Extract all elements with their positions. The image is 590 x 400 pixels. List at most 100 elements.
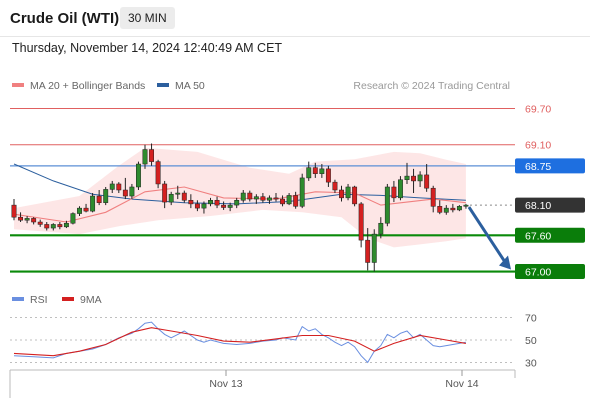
candle-body: [11, 204, 17, 218]
candle: [11, 199, 17, 221]
candle-body: [70, 213, 76, 224]
candle-body: [18, 216, 24, 221]
candle-body: [293, 195, 299, 207]
level-label-67.00: 67.00: [525, 267, 551, 279]
candle-body: [365, 239, 371, 263]
candle: [371, 229, 377, 272]
candle-body: [44, 224, 50, 229]
rsi-ma-line: [13, 327, 466, 357]
candle: [378, 217, 384, 239]
candle-body: [149, 149, 155, 162]
x-tick-label: Nov 14: [445, 378, 478, 390]
forecast-arrow-shaft: [467, 206, 508, 265]
candle: [208, 197, 213, 207]
candle: [116, 182, 122, 194]
candle-body: [129, 186, 135, 197]
candle: [24, 215, 30, 224]
candle-body: [280, 198, 286, 205]
candle: [221, 201, 227, 210]
candle: [50, 223, 56, 231]
candle-body: [273, 197, 279, 200]
candle: [345, 183, 351, 201]
candle: [450, 203, 456, 213]
candle: [181, 190, 187, 203]
candle-body: [109, 183, 115, 190]
candle-body: [260, 196, 266, 201]
candle: [424, 164, 430, 192]
candle-body: [398, 179, 403, 199]
candle: [162, 180, 168, 209]
candle-body: [240, 192, 246, 201]
candle: [194, 200, 200, 212]
candle: [247, 190, 253, 202]
candle: [37, 219, 43, 227]
candle: [286, 193, 292, 206]
candle-body: [208, 200, 213, 205]
candle: [96, 190, 102, 206]
candle: [77, 206, 82, 216]
rsi-tick-50: 50: [525, 335, 537, 347]
candle-body: [175, 192, 181, 195]
candle-body: [332, 181, 338, 191]
chart-datetime: Thursday, November 14, 2024 12:40:49 AM …: [12, 41, 283, 55]
candle: [339, 185, 344, 202]
candle-body: [352, 186, 358, 205]
candle-body: [299, 177, 305, 207]
candle: [175, 185, 181, 200]
candle-body: [122, 189, 128, 197]
candle: [273, 193, 279, 202]
candle: [280, 195, 286, 207]
candle-body: [411, 175, 417, 182]
legend-ma50: MA 50: [157, 80, 205, 92]
candle-body: [90, 195, 96, 212]
candle-body: [142, 149, 148, 165]
candle-body: [391, 186, 397, 199]
x-tick-label: Nov 13: [209, 378, 242, 390]
candle: [18, 212, 24, 223]
candle-body: [456, 206, 462, 211]
candle: [188, 194, 194, 209]
candle-body: [253, 196, 259, 200]
candle-body: [31, 218, 37, 223]
rsi-ma-swatch: [62, 297, 74, 302]
candle-body: [24, 218, 30, 221]
attribution-text: Research © 2024 Trading Central: [353, 80, 510, 92]
timeframe-button[interactable]: 30 MIN: [120, 7, 175, 29]
candle: [358, 202, 364, 248]
level-box-67.00: [515, 264, 585, 280]
legend-ma50-label: MA 50: [175, 80, 205, 92]
legend-ma20: MA 20 + Bollinger Bands: [12, 80, 145, 92]
candle: [312, 162, 318, 178]
candle-body: [83, 207, 89, 212]
candle: [57, 222, 63, 230]
candle: [234, 197, 240, 209]
candle: [411, 168, 417, 194]
level-label-68.75: 68.75: [525, 161, 551, 173]
candle: [201, 201, 207, 214]
candle-body: [37, 221, 43, 225]
candle-body: [319, 168, 325, 174]
candle-body: [136, 163, 141, 188]
candle-body: [181, 192, 187, 201]
candle: [90, 193, 96, 213]
candle-body: [103, 189, 109, 203]
legend-ma20-label: MA 20 + Bollinger Bands: [30, 80, 146, 92]
candle: [155, 159, 161, 189]
candle-body: [50, 224, 56, 229]
candle-body: [77, 207, 82, 214]
rsi-line: [13, 321, 466, 364]
candle: [168, 191, 174, 206]
candle: [437, 200, 443, 215]
candle: [463, 203, 469, 209]
candle: [103, 186, 109, 206]
candle-body: [384, 186, 390, 224]
forecast-arrow-head: [499, 255, 511, 270]
candle: [391, 180, 397, 203]
candle-body: [339, 189, 344, 199]
level-label-69.10: 69.10: [525, 140, 551, 152]
candle: [456, 205, 462, 212]
candle: [306, 161, 312, 181]
candle: [417, 171, 423, 187]
level-box-68.10: [515, 197, 585, 213]
